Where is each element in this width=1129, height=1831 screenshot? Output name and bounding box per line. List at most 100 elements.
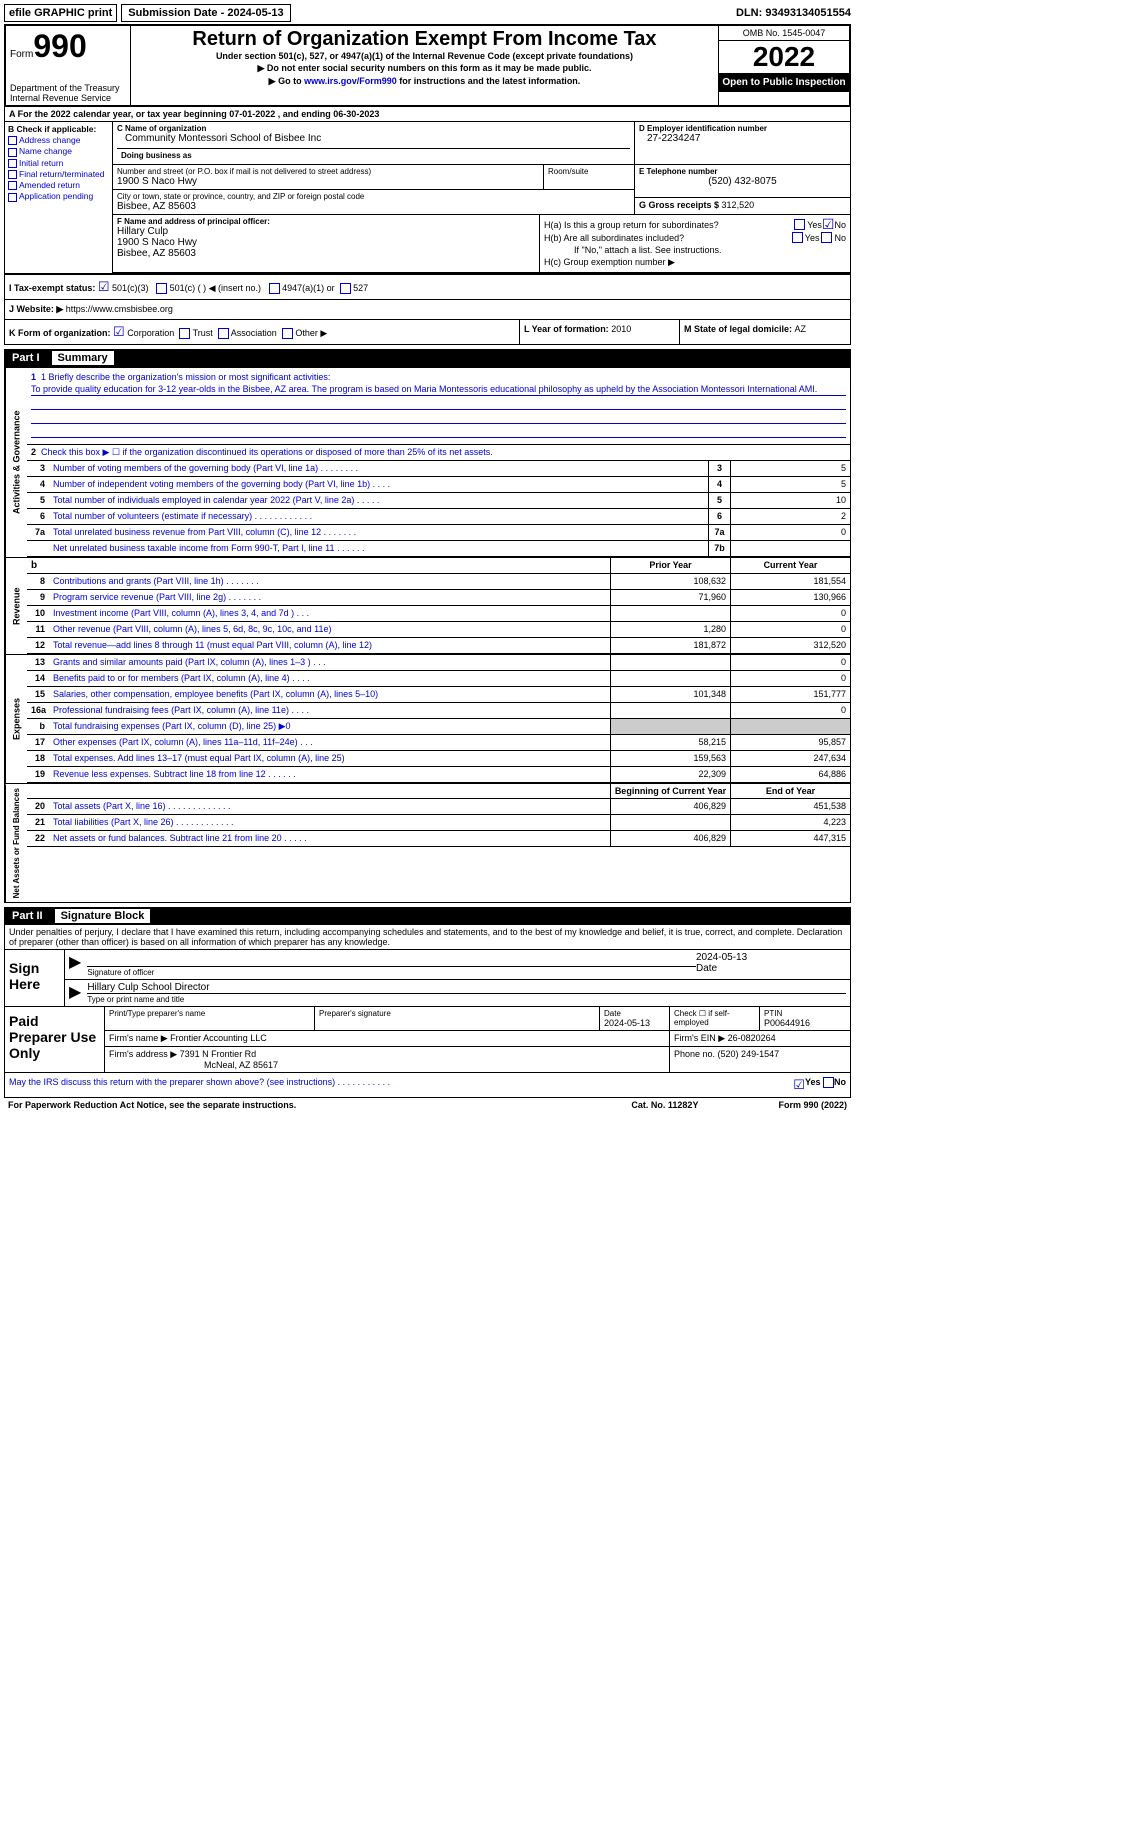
checkbox-amended[interactable] (8, 181, 17, 190)
line-text: Benefits paid to or for members (Part IX… (49, 671, 610, 686)
prep-date-label: Date (604, 1009, 665, 1018)
line-box: 3 (708, 461, 730, 476)
sign-date-value: 2024-05-13 (696, 952, 846, 963)
ha-no-checkbox[interactable]: ☑ (822, 219, 835, 230)
line-num: 13 (27, 655, 49, 670)
dln: DLN: 93493134051554 (736, 7, 851, 19)
checkbox-name-change[interactable] (8, 148, 17, 157)
corp-checkbox[interactable]: ☑ (113, 324, 125, 339)
line-text: Grants and similar amounts paid (Part IX… (49, 655, 610, 670)
firm-ein-value: 26-0820264 (728, 1033, 776, 1043)
form-title: Return of Organization Exempt From Incom… (135, 28, 714, 51)
line-box: 7a (708, 525, 730, 540)
line-text: Investment income (Part VIII, column (A)… (49, 606, 610, 621)
phone-value: (520) 432-8075 (639, 176, 846, 187)
public-inspection: Open to Public Inspection (719, 73, 849, 92)
sign-here-label: Sign Here (5, 950, 65, 1006)
hb-label: H(b) Are all subordinates included? (544, 233, 790, 243)
prior-val (610, 606, 730, 621)
top-bar: efile GRAPHIC print Submission Date - 20… (4, 4, 851, 22)
line-text: Other expenses (Part IX, column (A), lin… (49, 735, 610, 750)
current-val: 64,886 (730, 767, 850, 782)
prep-name-label: Print/Type preparer's name (109, 1009, 310, 1018)
line-text: Net unrelated business taxable income fr… (49, 541, 708, 556)
501c-checkbox[interactable] (156, 283, 167, 294)
efile-print-button[interactable]: efile GRAPHIC print (4, 4, 117, 22)
officer-label: F Name and address of principal officer: (117, 217, 535, 226)
hb-yes-checkbox[interactable] (792, 232, 803, 243)
signer-name: Hillary Culp School Director (87, 982, 846, 993)
4947-checkbox[interactable] (269, 283, 280, 294)
prior-val: 101,348 (610, 687, 730, 702)
officer-city: Bisbee, AZ 85603 (117, 248, 535, 259)
gross-receipts: G Gross receipts $ 312,520 (635, 198, 850, 212)
line-text: Professional fundraising fees (Part IX, … (49, 703, 610, 718)
officer-street: 1900 S Naco Hwy (117, 237, 535, 248)
ha-yes-checkbox[interactable] (794, 219, 805, 230)
checkbox-final-return[interactable] (8, 170, 17, 179)
current-val: 4,223 (730, 815, 850, 830)
line-num: 5 (27, 493, 49, 508)
527-checkbox[interactable] (340, 283, 351, 294)
ptin-value: P00644916 (764, 1018, 846, 1028)
line-text: Total liabilities (Part X, line 26) . . … (49, 815, 610, 830)
paid-preparer-label: Paid Preparer Use Only (5, 1007, 105, 1072)
prior-val: 71,960 (610, 590, 730, 605)
line-num: 12 (27, 638, 49, 653)
irs-label: Internal Revenue Service (10, 93, 126, 103)
firm-addr-value: 7391 N Frontier Rd (180, 1049, 257, 1059)
line-val: 10 (730, 493, 850, 508)
line-num: 19 (27, 767, 49, 782)
part-i-header: Part I Summary (4, 349, 851, 367)
part-ii-header: Part II Signature Block (4, 907, 851, 925)
firm-addr-label: Firm's address ▶ (109, 1049, 180, 1059)
col-b-label: b (31, 560, 37, 571)
current-val: 0 (730, 655, 850, 670)
checkbox-app-pending[interactable] (8, 193, 17, 202)
other-checkbox[interactable] (282, 328, 293, 339)
line-num: 11 (27, 622, 49, 637)
checkbox-address-change[interactable] (8, 136, 17, 145)
hc-label: H(c) Group exemption number ▶ (544, 257, 846, 268)
current-val: 0 (730, 703, 850, 718)
signer-name-label: Type or print name and title (87, 993, 846, 1004)
line-num: 16a (27, 703, 49, 718)
shaded-cell (730, 719, 850, 734)
hb-no-checkbox[interactable] (821, 232, 832, 243)
section-m-state: M State of legal domicile: AZ (680, 320, 850, 344)
room-suite-label: Room/suite (544, 165, 634, 189)
omb-number: OMB No. 1545-0047 (719, 26, 849, 41)
discuss-yes-checkbox[interactable]: ☑ (793, 1077, 805, 1093)
irs-discuss-question: May the IRS discuss this return with the… (9, 1077, 793, 1093)
end-year-header: End of Year (730, 784, 850, 798)
501c3-checkbox[interactable]: ☑ (98, 279, 110, 294)
paperwork-notice: For Paperwork Reduction Act Notice, see … (8, 1100, 631, 1110)
irs-link[interactable]: www.irs.gov/Form990 (304, 76, 397, 86)
line-num: 7a (27, 525, 49, 540)
line-text: Total revenue—add lines 8 through 11 (mu… (49, 638, 610, 653)
form-label: Form (10, 49, 33, 60)
line-num: 20 (27, 799, 49, 814)
trust-checkbox[interactable] (179, 328, 190, 339)
line-text: Total expenses. Add lines 13–17 (must eq… (49, 751, 610, 766)
discuss-no-checkbox[interactable] (823, 1077, 834, 1088)
checkbox-initial-return[interactable] (8, 159, 17, 168)
current-val: 0 (730, 622, 850, 637)
firm-name-value: Frontier Accounting LLC (170, 1033, 267, 1043)
org-name-label: C Name of organization (117, 124, 630, 133)
line-text: Number of voting members of the governin… (49, 461, 708, 476)
line-text: Net assets or fund balances. Subtract li… (49, 831, 610, 846)
form-subtitle: Under section 501(c), 527, or 4947(a)(1)… (135, 51, 714, 61)
line-text: Revenue less expenses. Subtract line 18 … (49, 767, 610, 782)
line-num: 9 (27, 590, 49, 605)
section-k-form-org: K Form of organization: ☑ Corporation Tr… (5, 320, 520, 344)
form-number: 990 (33, 28, 86, 64)
beg-year-header: Beginning of Current Year (610, 784, 730, 798)
prior-val: 406,829 (610, 799, 730, 814)
line-num: 4 (27, 477, 49, 492)
prior-val (610, 655, 730, 670)
assoc-checkbox[interactable] (218, 328, 229, 339)
mission-blank-2 (31, 412, 846, 424)
line-val: 5 (730, 461, 850, 476)
hb-note: If "No," attach a list. See instructions… (544, 245, 846, 255)
